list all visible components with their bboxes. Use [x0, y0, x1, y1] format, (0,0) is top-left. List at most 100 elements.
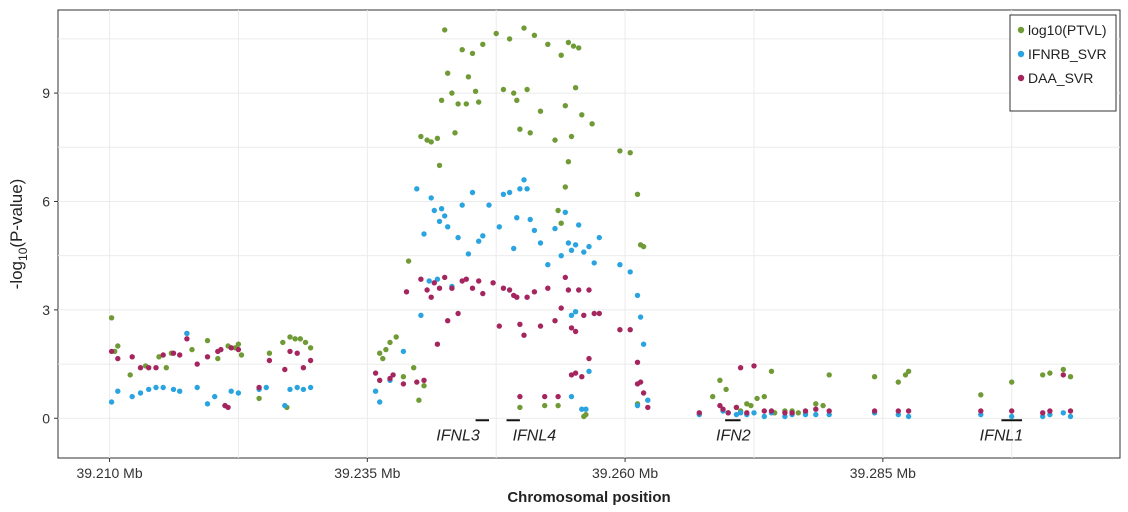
point-series-2: [586, 355, 592, 362]
gene-label: IFN2: [716, 427, 751, 444]
y-tick-label: 6: [42, 193, 50, 209]
point-series-2: [572, 328, 579, 335]
point-series-0: [555, 402, 561, 409]
point-series-2: [153, 365, 159, 371]
point-series-1: [287, 386, 293, 393]
point-series-0: [542, 402, 548, 409]
point-series-2: [170, 350, 177, 356]
point-series-0: [163, 365, 169, 371]
point-series-1: [761, 413, 767, 420]
point-series-2: [431, 280, 437, 286]
point-series-0: [297, 336, 303, 342]
point-series-2: [442, 274, 448, 281]
point-series-2: [555, 393, 561, 400]
point-series-1: [486, 202, 492, 208]
point-series-2: [449, 285, 455, 291]
point-series-2: [490, 280, 496, 286]
point-series-2: [307, 357, 314, 364]
point-series-0: [377, 350, 383, 356]
point-series-0: [411, 365, 417, 371]
point-series-2: [436, 285, 443, 291]
point-series-1: [1040, 413, 1046, 420]
point-series-2: [733, 404, 740, 411]
point-series-2: [826, 408, 832, 414]
point-series-2: [581, 312, 587, 318]
point-series-0: [905, 368, 912, 374]
point-series-1: [640, 341, 647, 347]
point-series-2: [725, 410, 731, 416]
point-series-2: [565, 287, 572, 293]
point-series-2: [108, 348, 115, 355]
point-series-2: [506, 287, 513, 293]
point-series-1: [434, 276, 441, 282]
point-series-0: [292, 336, 298, 342]
point-series-1: [421, 231, 427, 237]
point-series-2: [542, 393, 548, 400]
point-series-1: [562, 209, 568, 215]
point-series-2: [455, 310, 461, 317]
point-series-2: [634, 359, 641, 365]
point-series-0: [307, 345, 314, 351]
point-series-1: [537, 240, 544, 246]
point-series-2: [469, 285, 476, 291]
point-series-0: [562, 184, 568, 190]
point-series-1: [581, 249, 587, 255]
point-series-1: [431, 207, 437, 214]
point-series-2: [645, 404, 651, 411]
point-series-1: [579, 406, 585, 412]
point-series-1: [459, 202, 465, 208]
point-series-0: [558, 52, 564, 58]
point-series-0: [871, 374, 878, 380]
legend-label-0: log10(PTVL): [1028, 22, 1107, 38]
point-series-0: [204, 337, 211, 344]
gene-label: IFNL3: [436, 427, 480, 444]
point-series-0: [524, 86, 530, 93]
point-series-2: [418, 276, 424, 282]
point-series-1: [1060, 410, 1067, 416]
point-series-2: [537, 323, 544, 329]
point-series-1: [591, 260, 597, 266]
point-series-2: [751, 363, 757, 369]
point-series-0: [480, 41, 486, 47]
point-series-2: [377, 377, 383, 383]
point-series-2: [634, 381, 641, 387]
point-series-0: [459, 47, 465, 53]
point-series-0: [506, 36, 513, 42]
point-series-0: [469, 50, 476, 57]
point-series-0: [555, 207, 561, 214]
point-series-1: [517, 186, 523, 192]
point-series-0: [1047, 370, 1053, 376]
point-series-2: [813, 406, 819, 412]
point-series-0: [156, 354, 162, 360]
point-series-1: [426, 278, 432, 284]
point-series-1: [500, 191, 507, 197]
point-series-0: [895, 379, 901, 385]
x-tick-label: 39.285 Mb: [850, 465, 916, 481]
point-series-2: [524, 294, 530, 300]
point-series-2: [558, 305, 564, 311]
point-series-1: [418, 312, 424, 318]
point-series-2: [744, 410, 750, 416]
axis-ticks: 39.210 Mb 39.235 Mb 39.260 Mb 39.285 Mb 0 3 6 9: [42, 85, 916, 481]
point-series-2: [517, 321, 523, 327]
point-series-2: [531, 289, 538, 295]
point-series-2: [521, 332, 527, 338]
point-series-0: [558, 220, 564, 226]
point-series-1: [733, 411, 740, 418]
point-series-0: [238, 352, 245, 358]
point-series-0: [287, 334, 293, 340]
point-series-2: [1040, 410, 1046, 416]
point-series-0: [463, 101, 469, 107]
point-series-1: [596, 234, 602, 241]
point-series-0: [813, 401, 819, 407]
point-series-0: [514, 97, 520, 104]
point-series-0: [754, 395, 760, 402]
gene-label: IFNL4: [513, 427, 557, 444]
point-series-0: [1009, 379, 1015, 385]
y-tick-label: 0: [42, 410, 50, 426]
point-series-1: [531, 227, 538, 234]
point-series-0: [565, 159, 572, 165]
point-series-1: [565, 240, 572, 246]
x-tick-label: 39.235 Mb: [334, 465, 400, 481]
point-series-1: [153, 384, 159, 391]
